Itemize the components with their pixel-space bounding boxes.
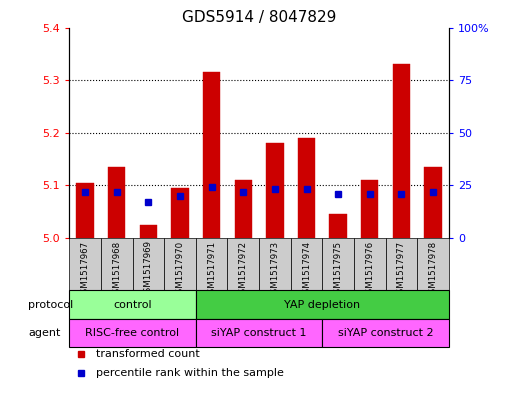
Bar [196,319,322,347]
Bar [393,64,410,238]
Bar [259,238,291,290]
Bar [69,319,196,347]
Bar [101,238,132,290]
Text: siYAP construct 1: siYAP construct 1 [211,328,307,338]
Bar [234,180,252,238]
Bar [140,225,157,238]
Bar [69,290,196,319]
Text: GSM1517973: GSM1517973 [270,241,280,299]
Bar [76,183,94,238]
Text: RISC-free control: RISC-free control [86,328,180,338]
Bar [132,238,164,290]
Text: protocol: protocol [28,299,73,310]
Bar [108,167,125,238]
Text: GSM1517967: GSM1517967 [81,241,90,299]
Text: GSM1517969: GSM1517969 [144,241,153,298]
Text: agent: agent [28,328,61,338]
Bar [322,319,449,347]
Bar [227,238,259,290]
Title: GDS5914 / 8047829: GDS5914 / 8047829 [182,10,336,25]
Bar [164,238,196,290]
Text: siYAP construct 2: siYAP construct 2 [338,328,433,338]
Text: GSM1517978: GSM1517978 [428,241,438,299]
Bar [354,238,386,290]
Text: percentile rank within the sample: percentile rank within the sample [96,368,284,378]
Bar [329,214,347,238]
Text: GSM1517968: GSM1517968 [112,241,121,299]
Text: GSM1517970: GSM1517970 [175,241,185,299]
Text: GSM1517972: GSM1517972 [239,241,248,299]
Text: GSM1517975: GSM1517975 [333,241,343,299]
Bar [322,238,354,290]
Bar [291,238,322,290]
Text: GSM1517974: GSM1517974 [302,241,311,299]
Text: control: control [113,299,152,310]
Bar [424,167,442,238]
Text: YAP depletion: YAP depletion [284,299,361,310]
Bar [196,238,227,290]
Text: GSM1517977: GSM1517977 [397,241,406,299]
Bar [69,238,101,290]
Text: GSM1517971: GSM1517971 [207,241,216,299]
Bar [266,143,284,238]
Bar [171,188,189,238]
Bar [203,72,220,238]
Bar [196,290,449,319]
Text: transformed count: transformed count [96,349,200,359]
Text: GSM1517976: GSM1517976 [365,241,374,299]
Bar [417,238,449,290]
Bar [361,180,379,238]
Bar [298,138,315,238]
Bar [386,238,417,290]
